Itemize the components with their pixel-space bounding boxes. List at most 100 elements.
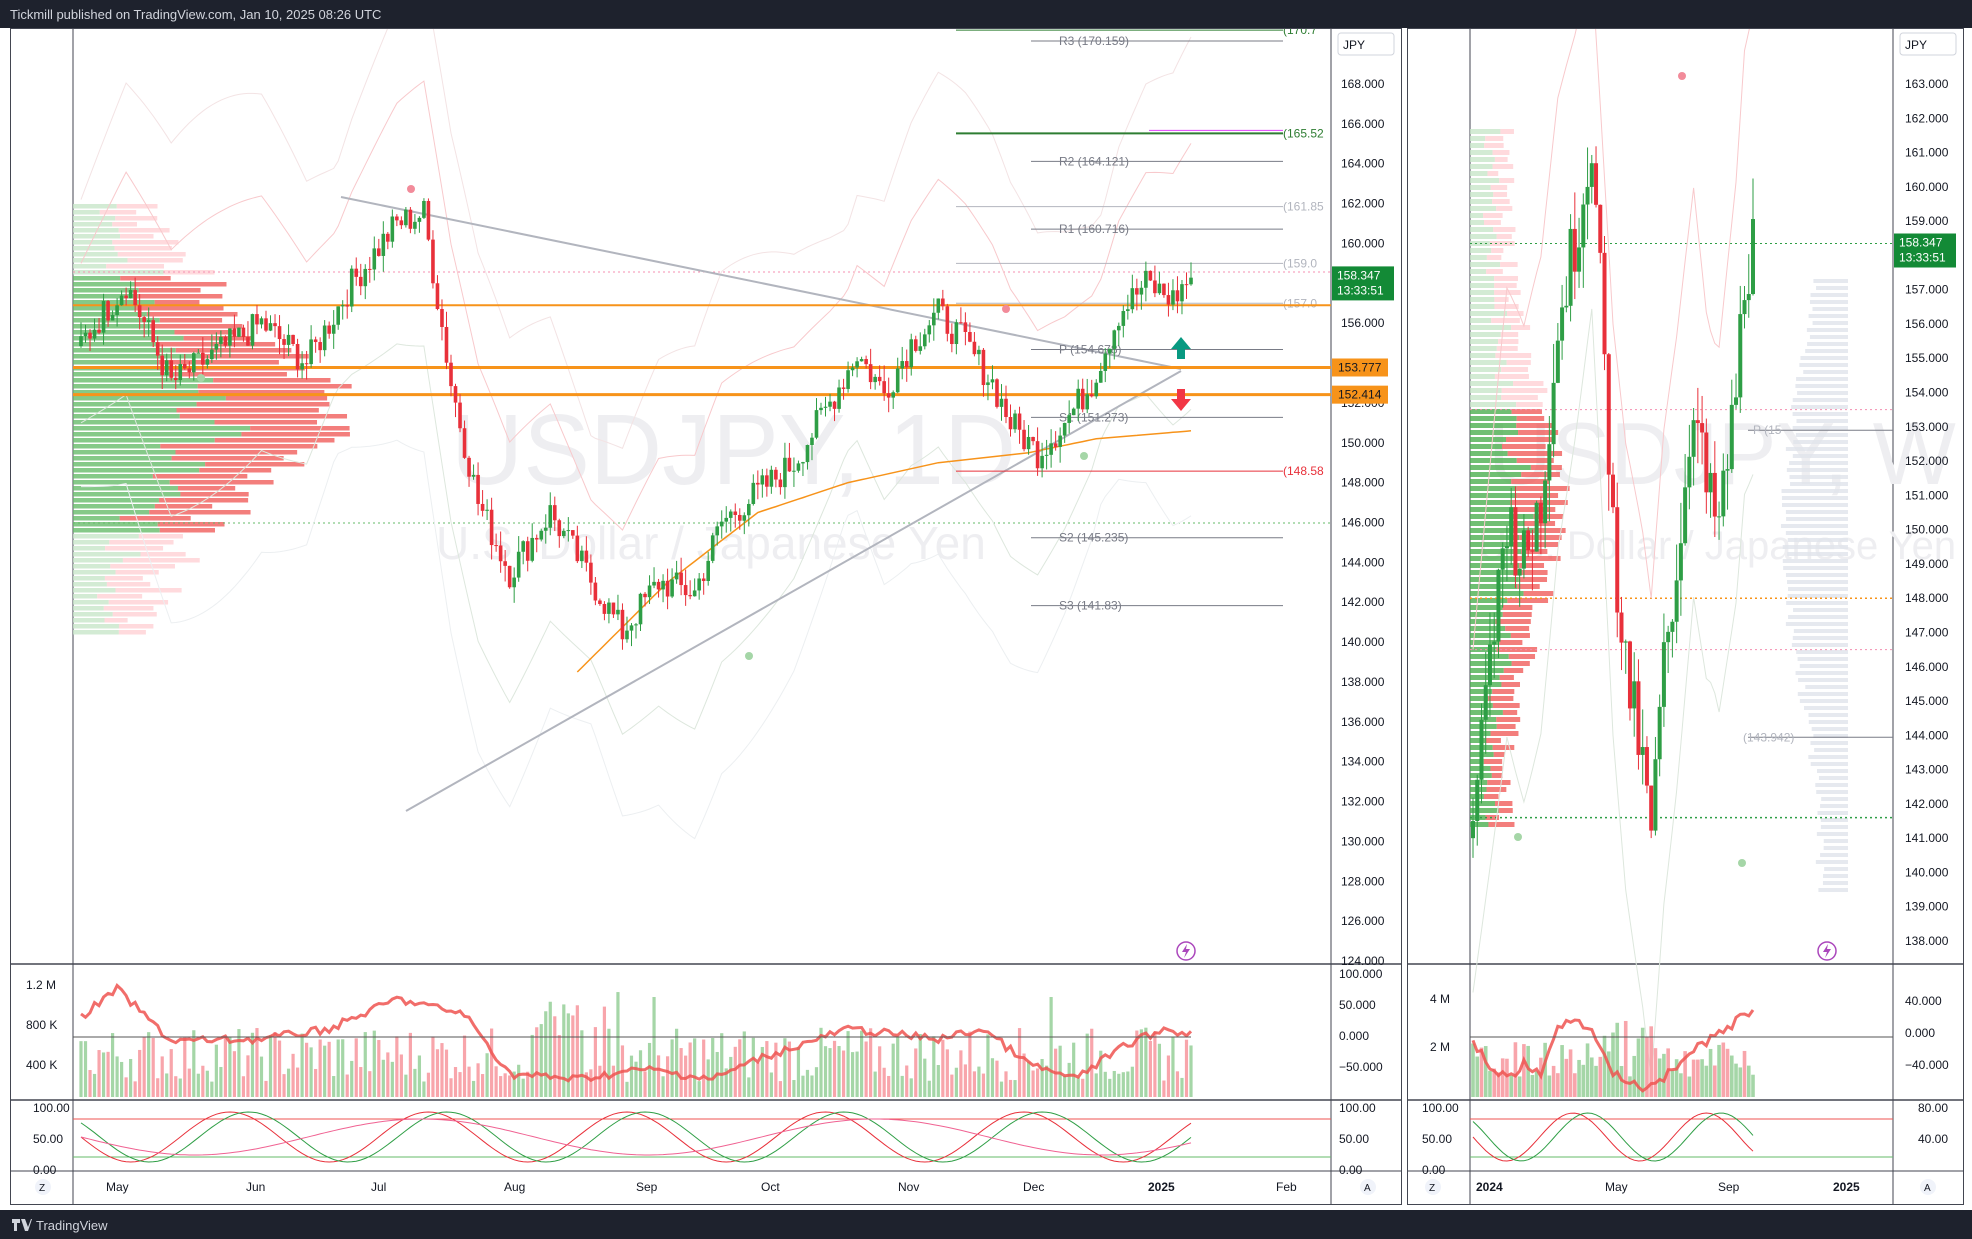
volume-bar <box>1492 1068 1497 1097</box>
volume-bar <box>490 1028 494 1097</box>
volume-bar <box>458 1072 462 1097</box>
vp-bar-up <box>73 300 155 305</box>
vp-bar-down <box>1502 605 1533 610</box>
volume-bar <box>629 1055 634 1097</box>
candle-body <box>778 479 783 488</box>
stoch-d-line <box>1472 1112 1754 1162</box>
stoch-tick-left: 0.00 <box>33 1163 57 1177</box>
volume-bar <box>711 1038 715 1097</box>
vp-right-bar <box>1796 650 1848 654</box>
vp-right-bar <box>1787 552 1848 556</box>
candle-body <box>963 322 968 333</box>
volume-bar <box>625 1081 629 1097</box>
oscillator-tick: 0.000 <box>1339 1029 1369 1043</box>
volume-bar <box>305 1042 309 1097</box>
candle-body <box>345 305 350 307</box>
volume-bar <box>1049 997 1053 1097</box>
candle-body <box>1598 204 1603 253</box>
vp-bar-up <box>73 294 138 299</box>
volume-bar <box>1623 1020 1628 1097</box>
candle-body <box>480 503 485 511</box>
key-level-tag-label: 152.414 <box>1338 388 1382 402</box>
time-tick: Dec <box>1023 1180 1044 1194</box>
volume-bar <box>580 1030 584 1097</box>
candle-body <box>1674 580 1679 622</box>
vp-bar-down <box>1517 584 1540 589</box>
volume-bar <box>720 1033 724 1097</box>
candle-body <box>291 334 295 345</box>
fib-label: (170.7 <box>1283 29 1317 37</box>
vp-bar-down <box>1503 668 1524 673</box>
volume-bar <box>566 1013 570 1097</box>
vp-bar-up <box>1470 171 1488 176</box>
time-tick: Jul <box>371 1180 386 1194</box>
vp-bar-up <box>73 474 153 479</box>
volume-bar <box>187 1068 191 1097</box>
vp-bar-up <box>1470 255 1487 260</box>
vp-right-bar <box>1799 363 1848 367</box>
vp-bar-up <box>1470 598 1508 603</box>
candle-body <box>489 509 494 546</box>
candle-body <box>995 379 999 407</box>
vp-bar-down <box>1483 794 1499 799</box>
candle-body <box>1564 305 1569 308</box>
volume-bar <box>530 1034 534 1097</box>
volume-bar <box>914 1048 918 1097</box>
candle-body <box>264 318 268 331</box>
candle-body <box>792 470 796 472</box>
candle-body <box>1085 394 1090 410</box>
candle-body <box>634 624 638 626</box>
candle-body <box>891 392 895 398</box>
fib-label: (159.0 <box>1283 256 1317 270</box>
candle-body <box>390 216 395 242</box>
fib-label: (161.85 <box>1283 200 1324 214</box>
vp-bar-up <box>73 396 226 401</box>
price-tick: 164.000 <box>1341 157 1385 171</box>
vp-bar-down <box>214 438 335 443</box>
vp-bar-down <box>1513 381 1544 386</box>
vp-bar-up <box>73 360 159 365</box>
candle-body <box>602 603 607 614</box>
vp-bar-down <box>250 426 350 431</box>
volume-bar <box>1153 1031 1157 1097</box>
z-button-label: Z <box>39 1183 45 1194</box>
volume-bar <box>972 1071 977 1097</box>
daily-chart-panel[interactable]: USDJPY, 1D U.S. Dollar / Japanese Yen R3 (… <box>10 28 1402 1205</box>
candle-body <box>525 541 530 561</box>
volume-bar <box>634 1061 638 1097</box>
volume-bar <box>88 1070 92 1097</box>
volume-bar <box>169 1049 173 1097</box>
volume-bar <box>138 1049 142 1097</box>
vp-bar-up <box>73 444 161 449</box>
volume-bar <box>1615 1022 1620 1097</box>
oscillator-tick: 50.000 <box>1339 998 1376 1012</box>
candle-body <box>377 248 381 256</box>
bb-lower <box>1472 308 1754 1079</box>
vp-right-bar <box>1785 510 1848 514</box>
vp-bar-down <box>180 492 249 497</box>
volume-bar <box>778 1081 782 1097</box>
volume-bar <box>521 1078 525 1097</box>
candle-body <box>1661 642 1666 707</box>
weekly-chart-panel[interactable]: USDJPY, W U.S. Dollar / Japanese Yen P (15… <box>1407 28 1964 1205</box>
vp-bar-down <box>1488 822 1515 827</box>
candle-body <box>119 295 124 306</box>
swing-low-dot <box>1080 452 1088 460</box>
candle-body <box>1171 290 1175 305</box>
time-tick: Oct <box>761 1180 780 1194</box>
candle-body <box>494 545 498 547</box>
candle-body <box>1180 284 1184 302</box>
candle-body <box>629 625 634 631</box>
candle-body <box>959 322 963 324</box>
candle-body <box>1585 186 1590 205</box>
stoch-k-line <box>1472 1112 1754 1162</box>
volume-bar <box>995 1060 999 1097</box>
candle-body <box>304 363 309 365</box>
candle-body <box>1555 340 1560 383</box>
time-tick: Aug <box>504 1180 525 1194</box>
volume-bar <box>1662 1053 1666 1097</box>
countdown-label: 13:33:51 <box>1899 251 1946 265</box>
candle-body <box>178 364 183 381</box>
